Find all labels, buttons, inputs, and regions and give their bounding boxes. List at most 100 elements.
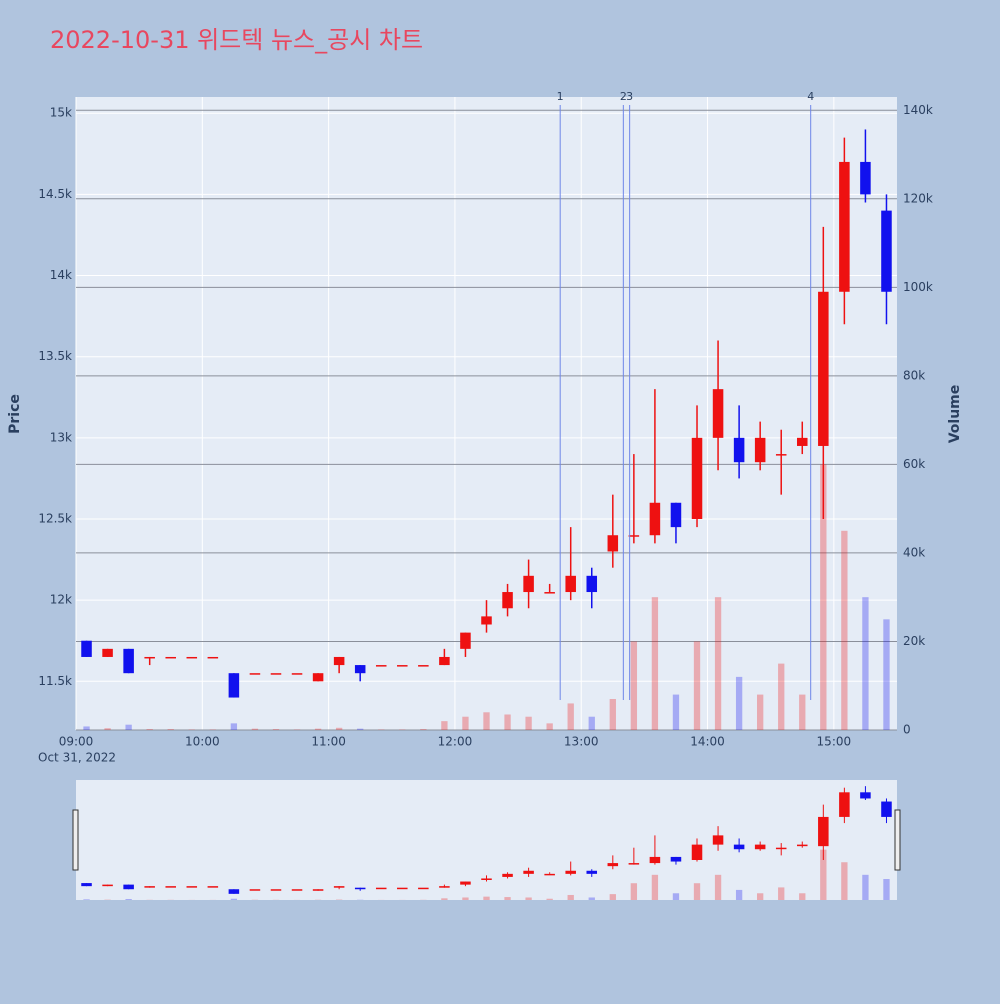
volume-bar: [546, 899, 552, 900]
volume-bar: [125, 899, 131, 900]
x-tick-label: 15:00: [817, 735, 852, 749]
volume-bar: [778, 664, 784, 730]
candle-body: [586, 871, 597, 874]
y2-tick-label: 0: [903, 723, 911, 737]
candle-body: [460, 633, 471, 649]
candle-body: [692, 438, 703, 519]
range-slider[interactable]: [76, 780, 897, 900]
candle-body: [692, 845, 703, 860]
candle-body: [544, 874, 555, 876]
volume-bar: [757, 893, 763, 900]
candle-body: [418, 888, 429, 890]
candle-body: [271, 889, 282, 891]
slider-handle[interactable]: [895, 810, 900, 870]
candle-body: [81, 883, 92, 886]
candle-body: [123, 885, 134, 890]
candle-body: [713, 835, 724, 844]
volume-bar: [778, 887, 784, 900]
volume-bar: [694, 641, 700, 730]
volume-bar: [610, 894, 616, 900]
candle-body: [397, 888, 408, 890]
candle-body: [586, 576, 597, 592]
candle-body: [334, 886, 345, 888]
candle-body: [608, 863, 619, 866]
y-tick-label: 13k: [50, 430, 72, 444]
volume-bar: [652, 597, 658, 730]
candle-body: [734, 845, 745, 850]
volume-bar: [631, 641, 637, 730]
y-tick-label: 14.5k: [38, 187, 72, 201]
volume-bar: [83, 899, 89, 900]
marker-label: 3: [626, 90, 633, 103]
y-tick-label: 11.5k: [38, 674, 72, 688]
x-tick-label: 09:00: [59, 735, 94, 749]
candle-body: [208, 886, 219, 888]
candle-body: [734, 438, 745, 462]
x-tick-label: 13:00: [564, 735, 599, 749]
volume-bar: [504, 897, 510, 900]
candle-body: [650, 857, 661, 863]
candle-body: [502, 874, 513, 877]
candle-body: [123, 649, 134, 673]
candle-body: [565, 871, 576, 874]
volume-bar: [462, 717, 468, 730]
volume-bar: [799, 695, 805, 730]
candle-body: [797, 438, 808, 446]
y-tick-label: 13.5k: [38, 349, 72, 363]
candle-body: [292, 889, 303, 891]
candle-body: [671, 503, 682, 527]
volume-bar: [673, 893, 679, 900]
y2-tick-label: 60k: [903, 457, 925, 471]
candle-body: [229, 889, 240, 894]
x-tick-label: 11:00: [311, 735, 346, 749]
volume-bar: [715, 597, 721, 730]
candle-body: [523, 576, 534, 592]
candle-body: [797, 845, 808, 847]
candle-body: [418, 665, 429, 667]
candle-body: [839, 792, 850, 817]
y-axis-title: Price: [7, 394, 23, 434]
x-tick-label: 12:00: [438, 735, 473, 749]
volume-bar: [273, 729, 279, 730]
y2-tick-label: 80k: [903, 368, 925, 382]
volume-bar: [483, 897, 489, 900]
candle-body: [502, 592, 513, 608]
volume-bar: [736, 677, 742, 730]
volume-bar: [883, 879, 889, 900]
slider-handle[interactable]: [73, 810, 78, 870]
candle-body: [713, 389, 724, 438]
candle-body: [250, 889, 261, 891]
volume-bar: [441, 898, 447, 900]
candle-body: [355, 665, 366, 673]
volume-bar: [104, 728, 110, 730]
candle-body: [313, 889, 324, 891]
y-tick-label: 15k: [50, 106, 72, 120]
candle-body: [481, 616, 492, 624]
volume-bar: [125, 725, 131, 730]
y2-tick-label: 20k: [903, 634, 925, 648]
volume-bar: [589, 717, 595, 730]
x-tick-label: 14:00: [690, 735, 725, 749]
candle-body: [81, 641, 92, 657]
volume-bar: [525, 897, 531, 900]
volume-bar: [231, 899, 237, 900]
candle-body: [881, 211, 892, 292]
candle-body: [271, 673, 282, 675]
candle-body: [144, 657, 155, 659]
candle-body: [650, 503, 661, 535]
candle-body: [355, 888, 366, 890]
candle-body: [481, 878, 492, 880]
candle-body: [376, 665, 387, 667]
candle-body: [629, 863, 640, 865]
volume-bar: [736, 890, 742, 900]
volume-bar: [589, 897, 595, 900]
volume-bar: [231, 723, 237, 730]
y2-tick-label: 40k: [903, 545, 925, 559]
candle-body: [439, 657, 450, 665]
candle-body: [755, 845, 766, 850]
candle-body: [544, 592, 555, 594]
volume-bar: [841, 862, 847, 900]
candle-body: [671, 857, 682, 862]
y-tick-label: 12k: [50, 593, 72, 607]
